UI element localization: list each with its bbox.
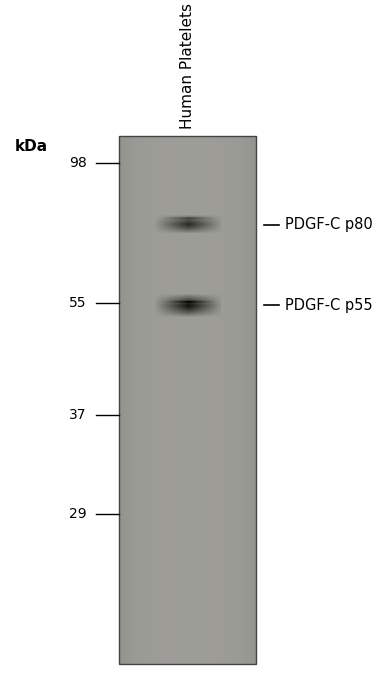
Text: PDGF-C p80: PDGF-C p80 (285, 217, 372, 232)
Text: 55: 55 (69, 296, 87, 310)
Bar (119, 136, 256, 664)
Text: 29: 29 (69, 507, 87, 521)
Text: kDa: kDa (15, 139, 48, 154)
Text: 98: 98 (69, 157, 87, 170)
Text: Human Platelets: Human Platelets (180, 3, 195, 129)
Text: PDGF-C p55: PDGF-C p55 (285, 298, 372, 313)
Text: 37: 37 (69, 409, 87, 422)
